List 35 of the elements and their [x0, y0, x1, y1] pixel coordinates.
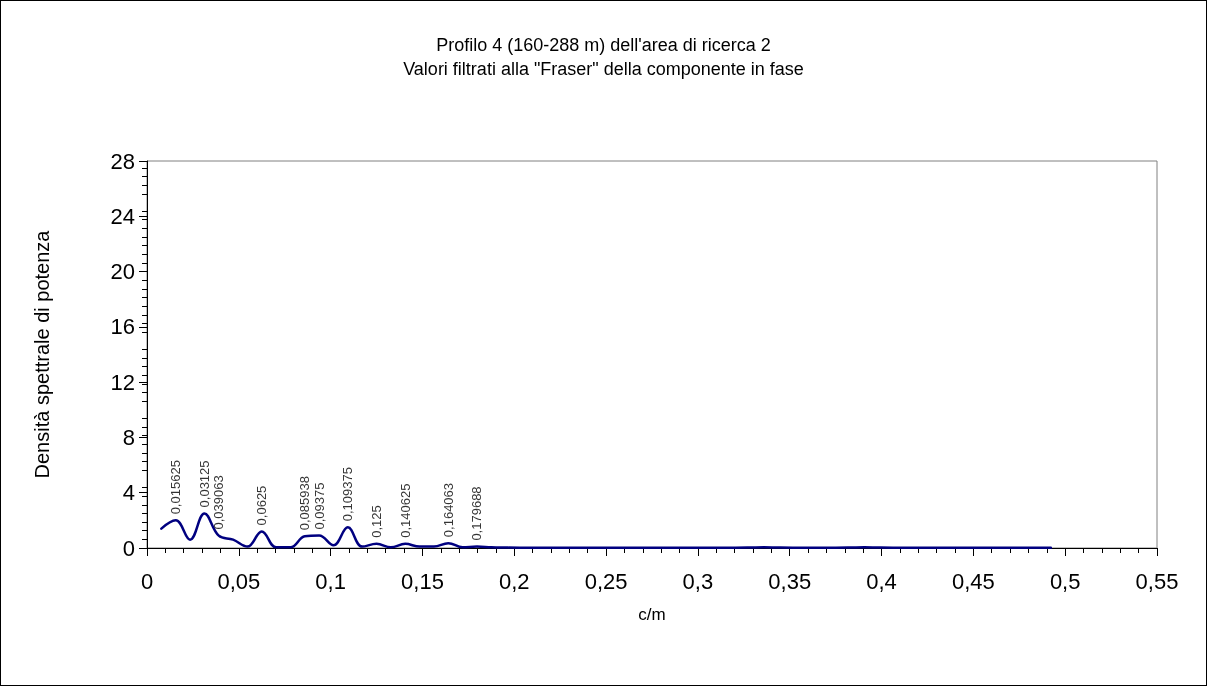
annotation: 0,164063	[440, 482, 456, 538]
y-tick-label: 8	[122, 424, 135, 450]
chart-title: Profilo 4 (160-288 m) dell'area di ricerca 2	[436, 35, 771, 55]
x-tick-label: 0,35	[768, 568, 812, 594]
y-tick-label: 12	[110, 369, 135, 395]
x-tick-label: 0,4	[866, 568, 897, 594]
y-axis-title: Densità spettrale di potenza	[31, 229, 53, 479]
x-axis-title: c/m	[638, 605, 666, 624]
x-tick-label: 0,25	[584, 568, 628, 594]
chart-subtitle: Valori filtrati alla "Fraser" della componente in fase	[403, 59, 804, 79]
y-tick-label: 28	[110, 148, 135, 174]
x-tick-label: 0,05	[217, 568, 261, 594]
x-tick-label: 0,3	[682, 568, 714, 594]
y-tick-label: 24	[110, 203, 135, 229]
y-tick-label: 20	[110, 259, 135, 285]
y-tick-label: 4	[122, 480, 135, 506]
y-tick-label: 16	[110, 314, 135, 340]
x-tick-label: 0,1	[315, 568, 346, 594]
x-tick-label: 0,55	[1135, 568, 1179, 594]
annotation: 0,03125	[196, 460, 212, 508]
annotation: 0,015625	[168, 460, 184, 515]
annotation: 0,140625	[397, 483, 413, 538]
x-tick-label: 0,5	[1049, 568, 1081, 594]
annotation: 0,085938	[297, 476, 313, 531]
annotation: 0,125	[369, 505, 385, 538]
annotation: 0,039063	[211, 475, 227, 530]
x-tick-label: 0,2	[498, 568, 530, 594]
x-tick-label: 0,45	[951, 568, 995, 594]
x-tick-label: 0,15	[401, 568, 444, 594]
annotation: 0,179688	[469, 486, 485, 541]
y-tick-label: 0	[122, 535, 135, 561]
annotation: 0,09375	[311, 482, 327, 530]
annotation: 0,109375	[340, 467, 356, 522]
x-tick-label: 0	[140, 568, 154, 594]
annotation: 0,0625	[254, 485, 270, 526]
